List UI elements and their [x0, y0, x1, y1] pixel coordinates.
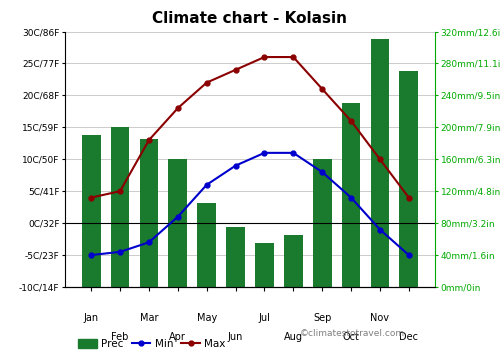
Text: Jun: Jun — [228, 332, 244, 342]
Text: Apr: Apr — [170, 332, 186, 342]
Bar — [110, 127, 130, 287]
Bar — [342, 103, 360, 287]
Text: ©climatestotravel.com: ©climatestotravel.com — [300, 329, 405, 338]
Text: May: May — [196, 313, 217, 323]
Bar — [255, 243, 274, 287]
Text: Nov: Nov — [370, 313, 390, 323]
Text: Jul: Jul — [258, 313, 270, 323]
Bar — [400, 71, 418, 287]
Text: Sep: Sep — [313, 313, 332, 323]
Bar — [140, 139, 158, 287]
Bar — [370, 40, 390, 287]
Bar — [313, 159, 332, 287]
Legend: Prec, Min, Max: Prec, Min, Max — [74, 335, 230, 350]
Bar — [82, 135, 100, 287]
Bar — [168, 159, 187, 287]
Text: Dec: Dec — [400, 332, 418, 342]
Text: Oct: Oct — [342, 332, 359, 342]
Bar — [198, 203, 216, 287]
Text: Aug: Aug — [284, 332, 303, 342]
Bar — [284, 235, 302, 287]
Bar — [226, 227, 245, 287]
Title: Climate chart - Kolasin: Climate chart - Kolasin — [152, 11, 348, 26]
Text: Feb: Feb — [112, 332, 129, 342]
Text: Jan: Jan — [84, 313, 99, 323]
Text: Mar: Mar — [140, 313, 158, 323]
